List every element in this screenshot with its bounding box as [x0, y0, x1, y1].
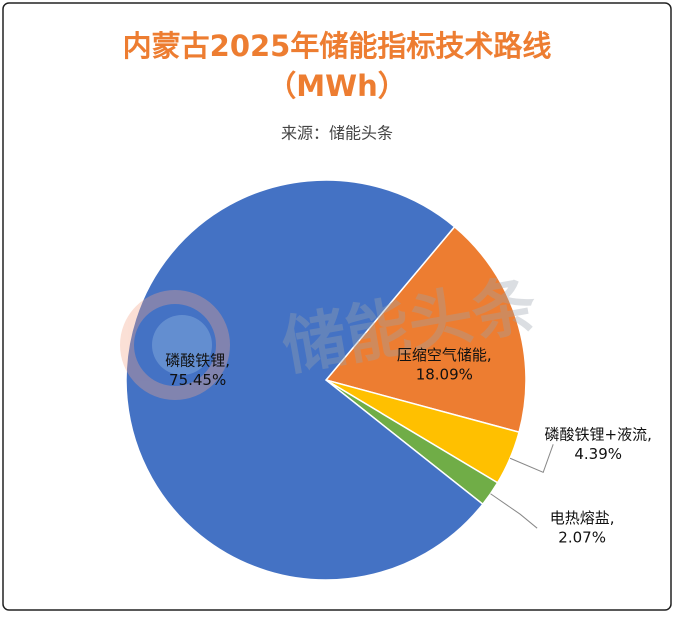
data-label-name: 压缩空气储能: [397, 345, 487, 363]
data-label-separator: ,: [610, 509, 615, 527]
data-label-value: 75.45%: [169, 371, 226, 389]
data-label-value: 18.09%: [416, 365, 473, 383]
data-label-value: 4.39%: [574, 445, 622, 463]
data-label: 磷酸铁锂+液流,: [545, 425, 652, 443]
data-label-name: 磷酸铁锂: [165, 351, 225, 369]
leader-line: [509, 444, 554, 473]
data-label-separator: ,: [487, 345, 492, 363]
watermark-logo-inner: [152, 315, 212, 375]
chart-title: 内蒙古2025年储能指标技术路线: [123, 29, 552, 63]
pie: [125, 179, 527, 581]
pie-slice: [125, 179, 484, 581]
chart-title-unit: （MWh）: [267, 69, 407, 103]
data-label-name: 磷酸铁锂+液流: [545, 425, 648, 443]
pie-slice: [324, 225, 527, 434]
watermark-logo: [120, 290, 230, 400]
chart-subtitle: 来源：储能头条: [281, 124, 393, 143]
data-label-separator: ,: [647, 425, 652, 443]
data-label: 压缩空气储能,: [397, 345, 492, 363]
data-label-separator: ,: [225, 351, 230, 369]
data-label: 电热熔盐,: [550, 509, 615, 527]
leader-line: [490, 493, 538, 529]
data-label-value: 2.07%: [558, 529, 606, 547]
data-label: 磷酸铁锂,: [165, 351, 230, 369]
data-label-name: 电热熔盐: [550, 509, 610, 527]
labels: 压缩空气储能,18.09%磷酸铁锂+液流,4.39%电热熔盐,2.07%磷酸铁锂…: [165, 345, 652, 546]
